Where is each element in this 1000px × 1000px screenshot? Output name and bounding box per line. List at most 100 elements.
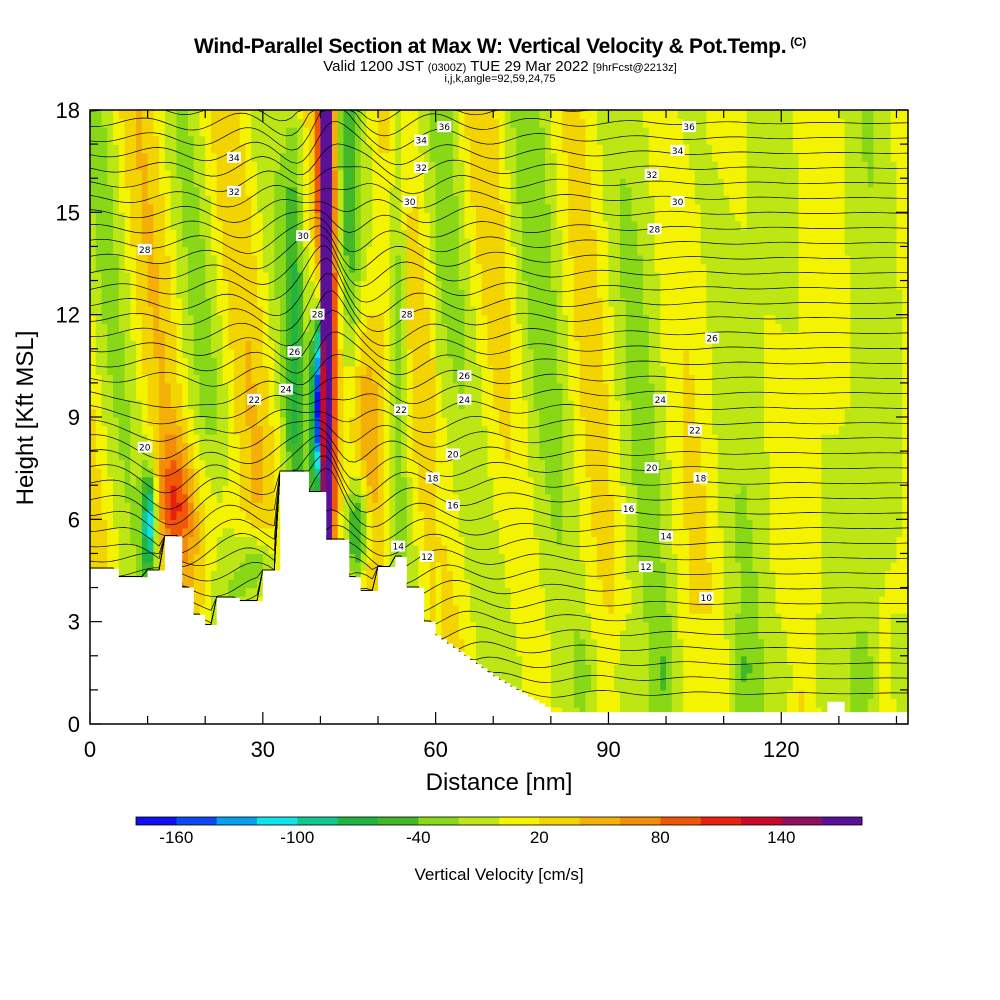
field-cell [527,451,535,461]
field-cell [435,169,442,179]
field-cell [447,442,454,452]
field-cell [153,229,160,239]
field-cell [320,434,327,444]
field-cell [239,254,247,265]
field-cell [107,118,114,128]
field-cell [522,178,529,188]
field-cell [274,144,281,154]
field-cell [130,195,137,205]
field-cell [481,510,489,520]
field-cell [136,237,143,248]
field-cell [452,220,460,230]
field-cell [389,417,396,427]
field-cell [182,144,189,154]
field-cell [337,220,345,230]
field-cell [539,476,546,486]
field-cell [216,212,224,222]
field-cell [153,314,160,324]
field-cell [187,442,195,452]
field-cell [545,127,552,137]
field-cell [210,127,218,137]
field-cell [326,135,333,145]
field-cell [395,195,402,205]
field-cell [124,348,131,358]
field-cell [354,229,362,239]
field-cell [406,289,414,299]
field-cell [568,672,575,682]
field-cell [113,297,120,307]
field-cell [182,178,189,188]
field-cell [228,425,235,435]
field-cell [418,110,425,120]
field-cell [303,254,310,265]
field-cell [153,382,160,393]
field-cell [164,152,172,162]
field-cell [303,289,310,299]
field-cell [141,203,149,213]
field-cell [545,246,552,256]
field-cell [556,510,563,520]
field-cell [320,485,327,495]
field-cell [245,195,252,205]
field-cell [245,544,252,555]
field-cell [354,468,362,478]
field-cell [372,451,379,461]
field-cell [539,434,546,444]
field-cell [504,519,512,529]
field-cell [245,527,252,537]
field-cell [239,246,247,256]
field-cell [210,425,218,435]
field-cell [441,374,448,384]
field-cell [516,655,523,665]
field-cell [395,220,402,230]
field-cell [579,476,587,486]
field-cell [539,254,546,265]
field-cell [441,468,448,478]
field-cell [354,195,362,205]
field-cell [493,459,500,469]
field-cell [452,212,460,222]
field-cell [470,408,477,418]
field-cell [164,314,172,324]
field-cell [101,263,108,273]
field-cell [522,647,529,657]
field-cell [372,135,379,145]
field-cell [487,144,494,154]
field-cell [504,613,512,623]
field-cell [90,399,97,410]
field-cell [90,536,97,546]
field-cell [354,434,362,444]
field-cell [130,220,137,230]
field-cell [193,254,201,265]
field-cell [366,331,373,341]
field-cell [251,263,258,273]
field-cell [545,399,552,410]
field-cell [228,246,235,256]
field-cell [257,331,264,341]
field-cell [257,451,264,461]
field-cell [366,570,373,580]
field-cell [303,118,310,128]
field-cell [222,135,229,145]
field-cell [499,110,506,120]
field-cell [447,178,454,188]
field-cell [406,323,414,333]
field-cell [458,587,466,597]
field-cell [418,485,425,495]
field-cell [239,357,247,367]
field-cell [239,203,247,213]
field-cell [504,331,512,341]
field-cell [182,382,189,393]
field-cell [257,553,264,563]
field-cell [136,152,143,162]
field-cell [234,519,241,529]
field-cell [487,289,494,299]
field-cell [297,391,304,401]
field-cell [487,297,494,307]
field-cell [141,536,149,546]
field-cell [101,118,108,128]
field-cell [418,203,425,213]
field-cell [452,246,460,256]
field-cell [216,417,224,427]
field-cell [573,399,581,410]
